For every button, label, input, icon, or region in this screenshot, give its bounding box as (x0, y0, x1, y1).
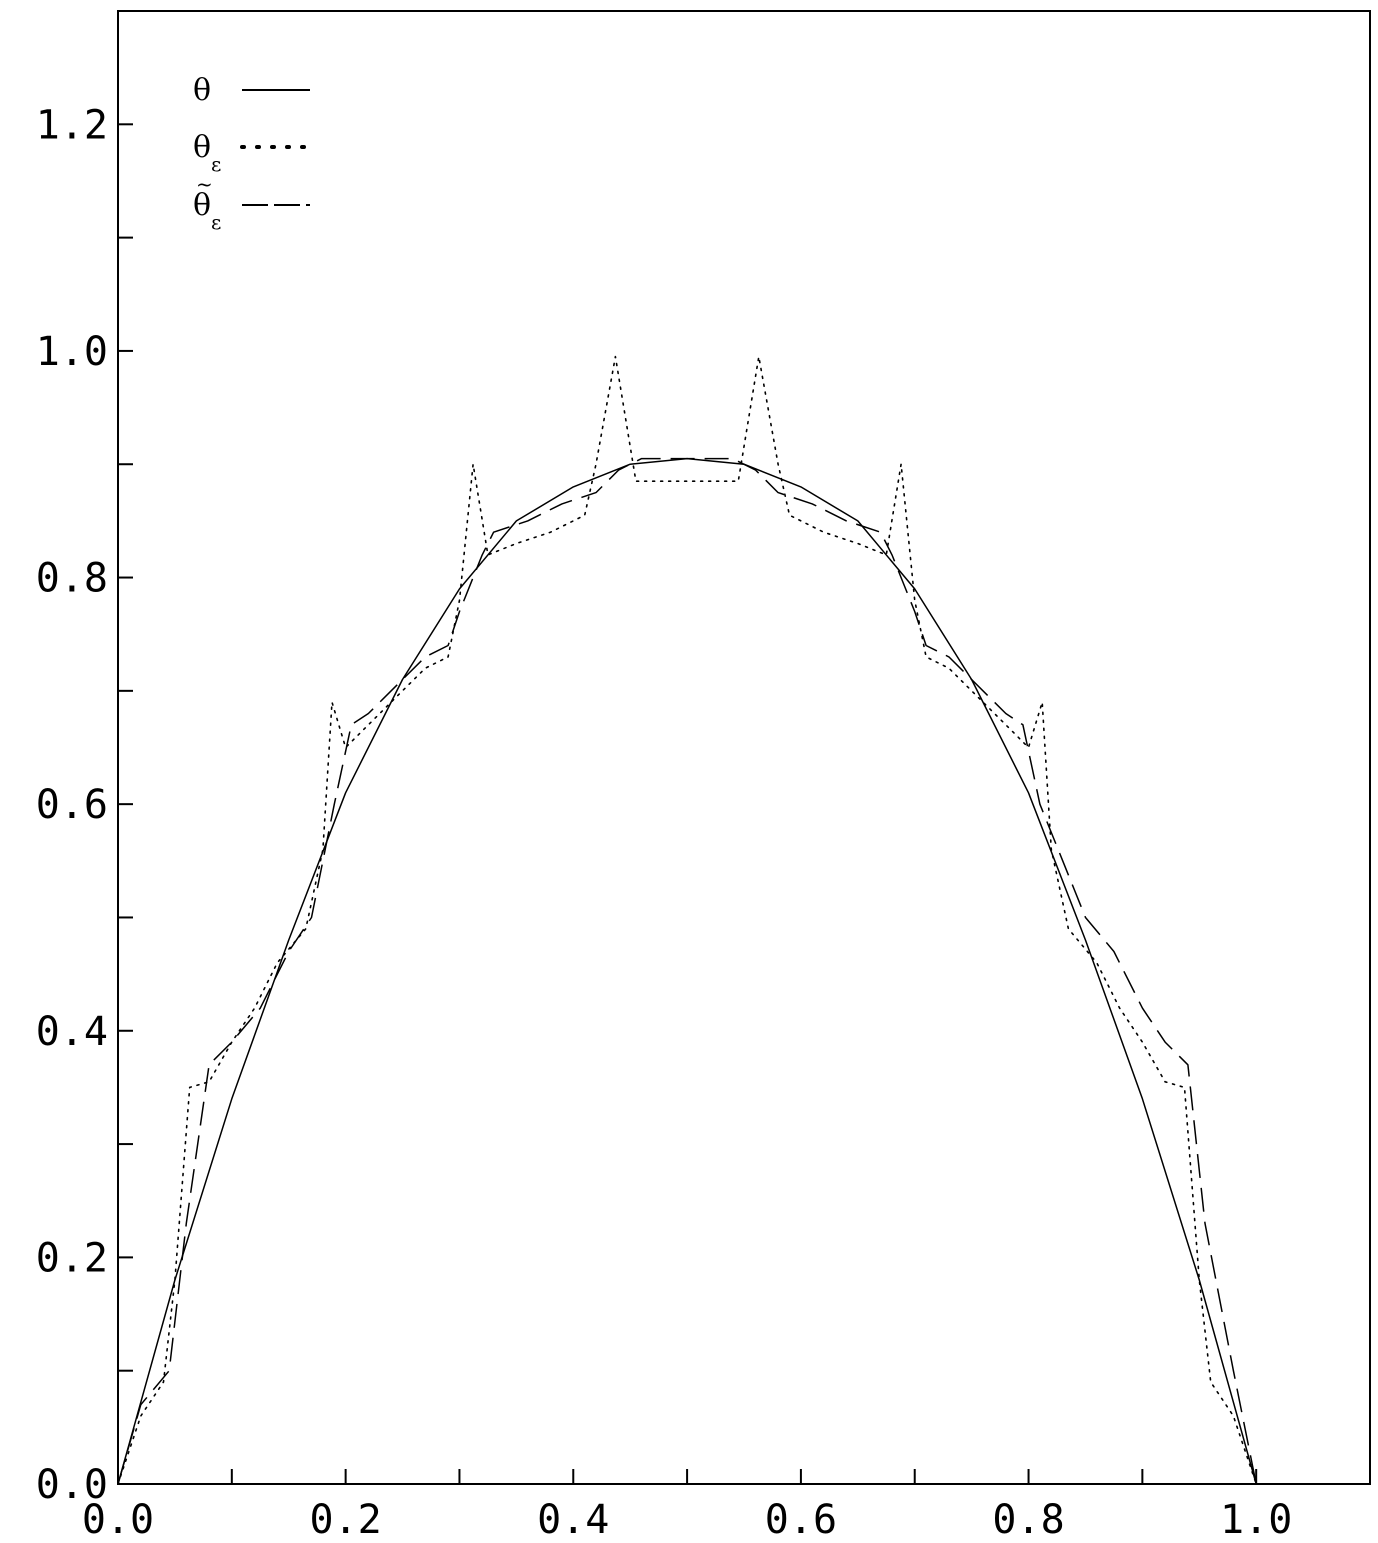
legend-item-solid: θ (193, 73, 310, 108)
x-tick-label-2: 0.4 (537, 1497, 609, 1543)
x-tick-label-1: 0.2 (310, 1497, 382, 1543)
y-tick-label-4: 0.8 (36, 556, 108, 602)
y-tick-label-5: 1.0 (36, 329, 108, 375)
legend-tilde: ~ (196, 172, 213, 196)
x-tick-label-5: 1.0 (1220, 1497, 1292, 1543)
y-tick-label-3: 0.6 (36, 782, 108, 828)
series-line-dashed (117, 457, 1257, 1485)
x-tick-label-3: 0.6 (765, 1497, 837, 1543)
y-tick-label-0: 0.0 (36, 1462, 108, 1508)
y-tick-label-1: 0.2 (36, 1235, 108, 1281)
y-tick-label-2: 0.4 (36, 1009, 108, 1055)
x-axis-tick-labels: 0.0 0.2 0.4 0.6 0.8 1.0 (82, 1497, 1292, 1543)
legend-item-dashed: θ~ ε (193, 172, 310, 234)
y-axis-ticks (118, 123, 133, 1485)
y-tick-label-6: 1.2 (36, 102, 108, 148)
x-axis-ticks (117, 1469, 1371, 1484)
series-lines (117, 355, 1257, 1485)
legend-symbol: θ (193, 73, 211, 108)
x-tick-label-4: 0.8 (992, 1497, 1064, 1543)
legend-subscript: ε (211, 152, 221, 176)
series-line-dotted (117, 355, 1257, 1485)
x-tick-label-0: 0.0 (82, 1497, 154, 1543)
y-axis-tick-labels: 0.0 0.2 0.4 0.6 0.8 1.0 1.2 (36, 102, 108, 1508)
legend: θθ εθ~ε (193, 73, 312, 234)
legend-subscript: ε (211, 210, 221, 234)
plot-frame (117, 10, 1371, 1485)
legend-symbol: θ (193, 188, 211, 223)
series-line-solid (117, 457, 1257, 1485)
legend-symbol: θ (193, 130, 211, 165)
